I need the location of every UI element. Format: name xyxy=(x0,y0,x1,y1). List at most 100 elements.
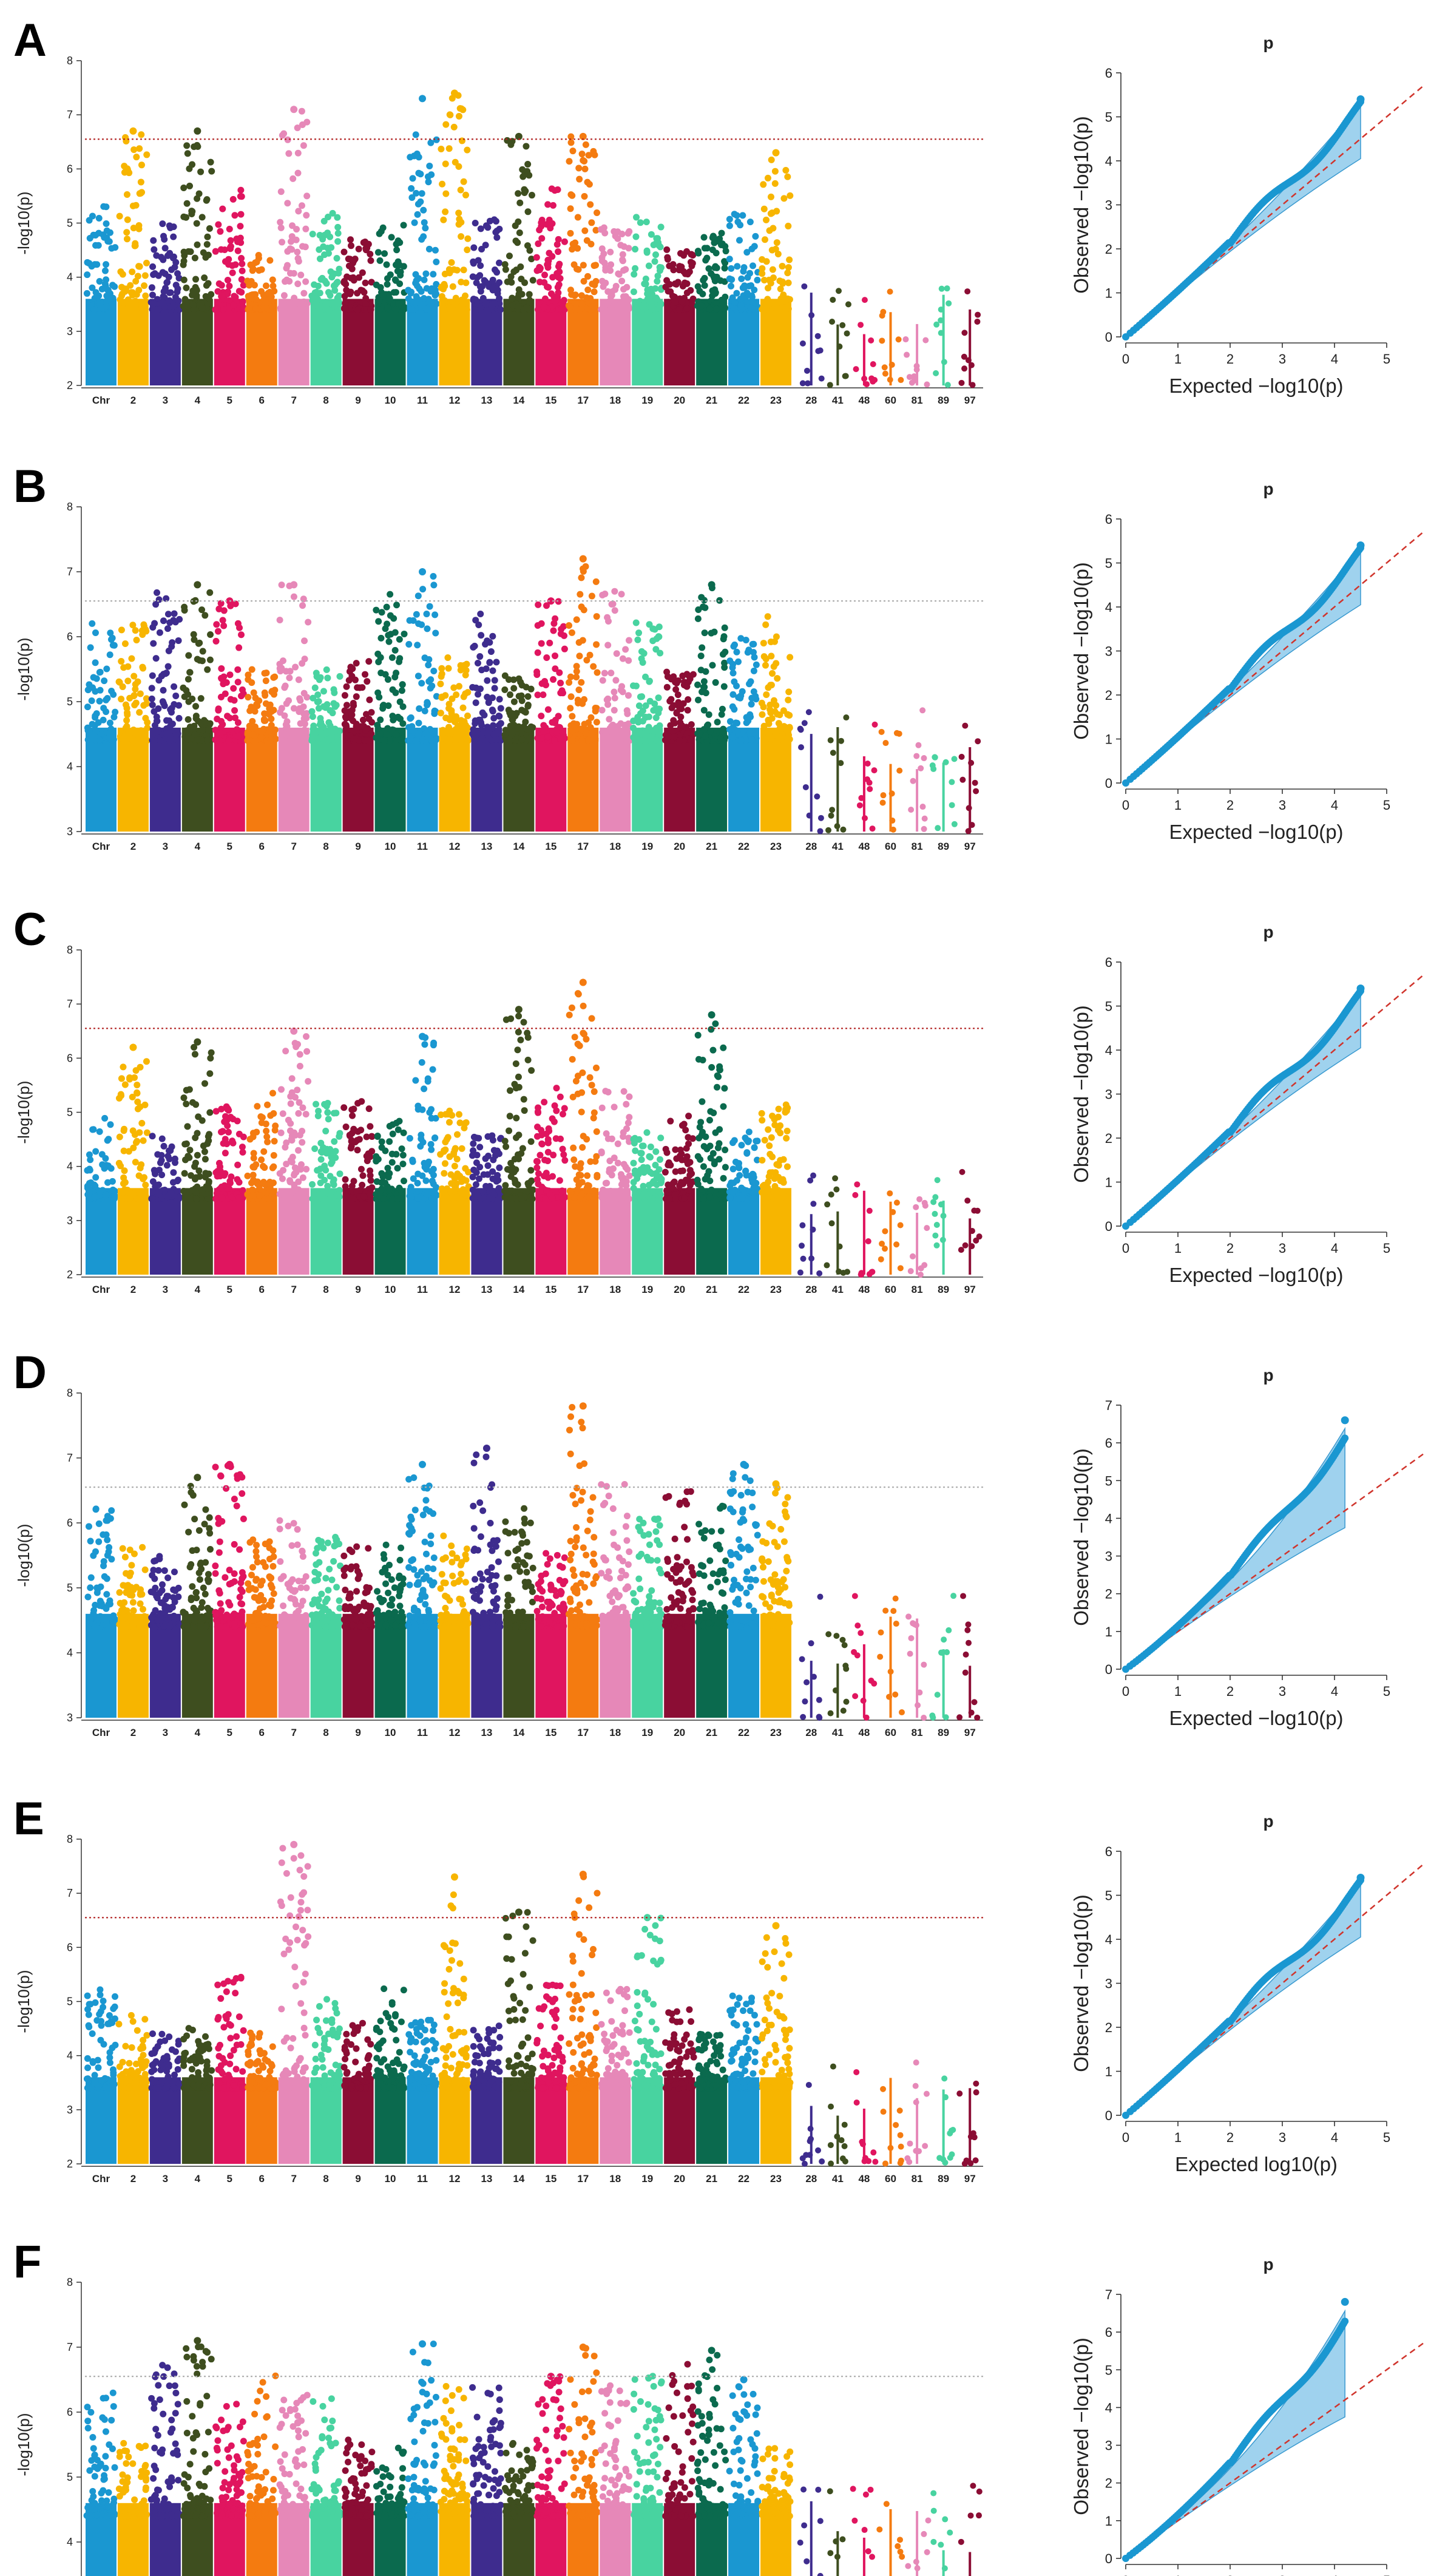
peak-snp-point xyxy=(194,127,201,135)
snp-point xyxy=(298,202,305,209)
snp-point xyxy=(567,139,575,146)
snp-point xyxy=(541,1099,548,1106)
snp-point xyxy=(376,306,384,313)
snp-point xyxy=(181,296,189,303)
snp-point xyxy=(166,222,173,229)
snp-point xyxy=(524,161,532,168)
snp-point xyxy=(678,298,686,305)
chr-band xyxy=(117,299,149,385)
snp-point xyxy=(222,1150,229,1157)
snp-point xyxy=(138,131,145,138)
snp-point xyxy=(577,1160,584,1167)
snp-point xyxy=(918,765,924,771)
snp-point xyxy=(642,280,649,288)
snp-point xyxy=(478,246,485,253)
peak-snp-point xyxy=(194,1038,201,1046)
snp-point xyxy=(614,1140,621,1147)
snp-point xyxy=(136,1129,143,1136)
snp-point xyxy=(733,212,740,219)
snp-point xyxy=(225,261,232,268)
snp-point xyxy=(220,607,228,614)
snp-point xyxy=(695,249,702,257)
snp-point xyxy=(476,1164,484,1171)
snp-point xyxy=(871,377,878,384)
snp-point xyxy=(961,365,968,372)
snp-point xyxy=(430,1171,437,1179)
snp-point xyxy=(549,202,556,209)
snp-point xyxy=(533,668,541,676)
qq-x-tick-label: 0 xyxy=(1122,351,1129,367)
snp-point xyxy=(447,736,454,744)
snp-point xyxy=(217,600,225,607)
qq-title: p xyxy=(1263,480,1273,498)
snp-point xyxy=(407,727,414,734)
snp-point xyxy=(501,686,509,693)
snp-point xyxy=(336,299,343,307)
snp-point xyxy=(924,381,930,388)
snp-point xyxy=(671,280,678,288)
snp-point xyxy=(237,223,244,230)
snp-point xyxy=(251,282,258,289)
snp-point xyxy=(367,257,374,264)
snp-point xyxy=(866,779,873,786)
snp-point xyxy=(394,1195,401,1202)
snp-point xyxy=(573,668,580,675)
snp-point xyxy=(86,1179,93,1187)
snp-point xyxy=(412,1077,419,1084)
snp-point xyxy=(632,246,639,253)
snp-point xyxy=(135,1172,143,1179)
snp-point xyxy=(490,1156,497,1164)
snp-point xyxy=(656,705,663,713)
snp-point xyxy=(429,1066,436,1073)
snp-point xyxy=(420,233,427,240)
snp-point xyxy=(549,274,556,281)
snp-point xyxy=(645,724,652,731)
snp-point xyxy=(534,649,541,656)
snp-point xyxy=(301,1193,308,1200)
snp-point xyxy=(384,304,391,311)
snp-point xyxy=(366,696,373,703)
snp-point xyxy=(731,678,738,685)
snp-point xyxy=(110,642,118,649)
snp-point xyxy=(180,1188,188,1195)
snp-point xyxy=(455,209,462,217)
snp-point xyxy=(581,696,588,703)
snp-point xyxy=(703,722,711,730)
y-tick-label: 4 xyxy=(67,1161,73,1173)
snp-point xyxy=(234,247,242,254)
snp-point xyxy=(544,201,552,208)
snp-point xyxy=(314,1167,321,1174)
snp-point xyxy=(122,724,129,731)
snp-point xyxy=(722,248,729,255)
chr-tick-label: 6 xyxy=(259,841,265,852)
snp-point xyxy=(785,222,792,229)
snp-point xyxy=(137,690,144,697)
snp-point xyxy=(427,676,435,683)
snp-point xyxy=(540,691,547,699)
y-tick-label: 4 xyxy=(67,271,73,283)
snp-point xyxy=(401,303,408,311)
snp-point xyxy=(234,719,242,727)
snp-point xyxy=(560,1151,567,1158)
snp-point xyxy=(172,282,180,289)
snp-point xyxy=(180,1094,188,1102)
snp-point xyxy=(191,306,198,313)
snp-point xyxy=(378,609,385,616)
snp-point xyxy=(317,1148,325,1155)
snp-point xyxy=(141,282,148,290)
snp-point xyxy=(844,330,850,337)
snp-point xyxy=(464,146,471,154)
snp-point xyxy=(592,578,600,585)
snp-point xyxy=(801,720,808,727)
snp-point xyxy=(654,273,661,280)
snp-point xyxy=(191,1051,198,1058)
snp-point xyxy=(455,1111,462,1118)
snp-point xyxy=(148,695,155,702)
snp-point xyxy=(697,652,705,660)
snp-point xyxy=(581,1031,588,1038)
snp-point xyxy=(103,261,110,268)
snp-point xyxy=(367,306,374,313)
snp-point xyxy=(728,265,735,272)
snp-point xyxy=(728,276,736,283)
snp-point xyxy=(170,233,177,240)
